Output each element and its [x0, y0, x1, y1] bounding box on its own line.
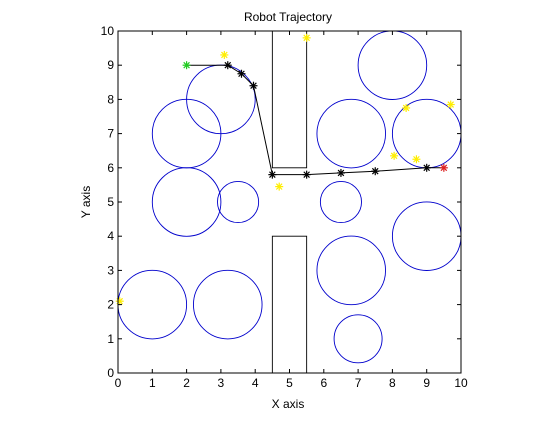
y-tick-label-8: 8: [107, 92, 114, 106]
obstacle-circle-11: [316, 235, 386, 306]
obstacle-circle-10: [391, 201, 462, 271]
y-axis-label: Y axis: [79, 186, 93, 218]
obstacle-circle-5: [193, 269, 263, 340]
y-tick-label-6: 6: [107, 161, 114, 175]
y-tick-label-3: 3: [107, 263, 114, 277]
trajectory-point-1: [223, 61, 232, 70]
trajectory-point-7: [371, 167, 380, 176]
sample-point-7-stroke-3: [447, 101, 455, 108]
trajectory-point-6-stroke-3: [337, 169, 345, 177]
obstacle-circle-7: [316, 98, 386, 169]
trajectory-point-2: [237, 69, 246, 78]
start-point-stroke-3: [183, 61, 190, 69]
x-tick-label-8: 8: [389, 376, 396, 390]
trajectory-point-8-stroke-3: [423, 164, 431, 172]
x-tick-label-0: 0: [115, 376, 122, 390]
trajectory-point-4: [268, 170, 277, 179]
sample-point-3-stroke-3: [275, 183, 283, 190]
trajectory-point-7-stroke-3: [371, 167, 379, 175]
trajectory-point-3-stroke-3: [250, 82, 257, 90]
trajectory-point-8: [422, 163, 431, 172]
axes-box: [117, 30, 462, 374]
obstacle-circle-6: [357, 30, 428, 100]
x-tick-label-2: 2: [183, 376, 190, 390]
trajectory-point-4-stroke-3: [269, 171, 276, 178]
sample-point-2-stroke-3: [303, 34, 310, 42]
obstacle-circle-0: [186, 64, 256, 135]
obstacle-circle-8: [391, 98, 462, 169]
sample-point-5-stroke-3: [402, 104, 410, 112]
goal-point: [439, 163, 448, 172]
trajectory-point-1-stroke-3: [224, 61, 232, 69]
sample-point-4: [390, 151, 399, 160]
y-tick-label-1: 1: [107, 332, 114, 346]
x-tick-label-5: 5: [286, 376, 293, 390]
sample-point-4-stroke-3: [390, 152, 398, 160]
sample-point-2: [302, 33, 311, 42]
sample-point-1: [220, 50, 229, 59]
trajectory-layer: [182, 61, 448, 179]
sample-point-5: [402, 103, 411, 112]
trajectory-point-5-stroke-3: [303, 171, 310, 178]
sample-point-0: [115, 297, 124, 306]
y-tick-label-4: 4: [107, 229, 114, 243]
y-tick-label-9: 9: [107, 58, 114, 72]
x-tick-label-4: 4: [252, 376, 259, 390]
sample-point-7: [446, 100, 455, 109]
obstacle-circle-3: [217, 180, 260, 224]
obstacles-layer: [117, 30, 462, 374]
goal-point-stroke-3: [440, 164, 448, 172]
obstacle-circle-1: [151, 98, 222, 169]
sample-point-1-stroke-3: [221, 51, 228, 59]
x-tick-label-6: 6: [320, 376, 327, 390]
x-axis-label: X axis: [272, 397, 305, 411]
sample-point-6-stroke-3: [413, 155, 420, 163]
x-tick-label-3: 3: [218, 376, 225, 390]
obstacle-circle-9: [319, 180, 362, 224]
y-tick-label-7: 7: [107, 127, 114, 141]
start-point: [182, 61, 191, 70]
samples-layer: [115, 33, 455, 306]
y-tick-label-10: 10: [101, 24, 115, 38]
trajectory-point-5: [302, 170, 311, 179]
obstacle-circle-12: [333, 314, 383, 364]
sample-point-3: [275, 182, 284, 191]
y-tick-label-5: 5: [107, 195, 114, 209]
y-tick-label-2: 2: [107, 298, 114, 312]
obstacle-rect-0: [271, 30, 308, 169]
chart-title: Robot Trajectory: [244, 10, 332, 24]
axes-layer: 0 1 2 3 4 5 6 7 8 9 10 0 1 2 3 4 5 6 7 8 9 10: [101, 24, 468, 390]
x-tick-label-10: 10: [454, 376, 468, 390]
y-tick-label-0: 0: [107, 366, 114, 380]
x-tick-label-9: 9: [423, 376, 430, 390]
trajectory-point-3: [249, 81, 258, 90]
obstacle-circle-2: [151, 167, 222, 237]
x-tick-label-7: 7: [355, 376, 362, 390]
trajectory-line: [186, 64, 444, 176]
obstacle-rect-1: [271, 235, 308, 374]
trajectory-point-6: [336, 168, 345, 177]
sample-point-6: [412, 155, 421, 164]
x-tick-label-1: 1: [149, 376, 156, 390]
trajectory-point-2-stroke-3: [238, 70, 245, 78]
obstacle-circle-4: [117, 269, 188, 340]
